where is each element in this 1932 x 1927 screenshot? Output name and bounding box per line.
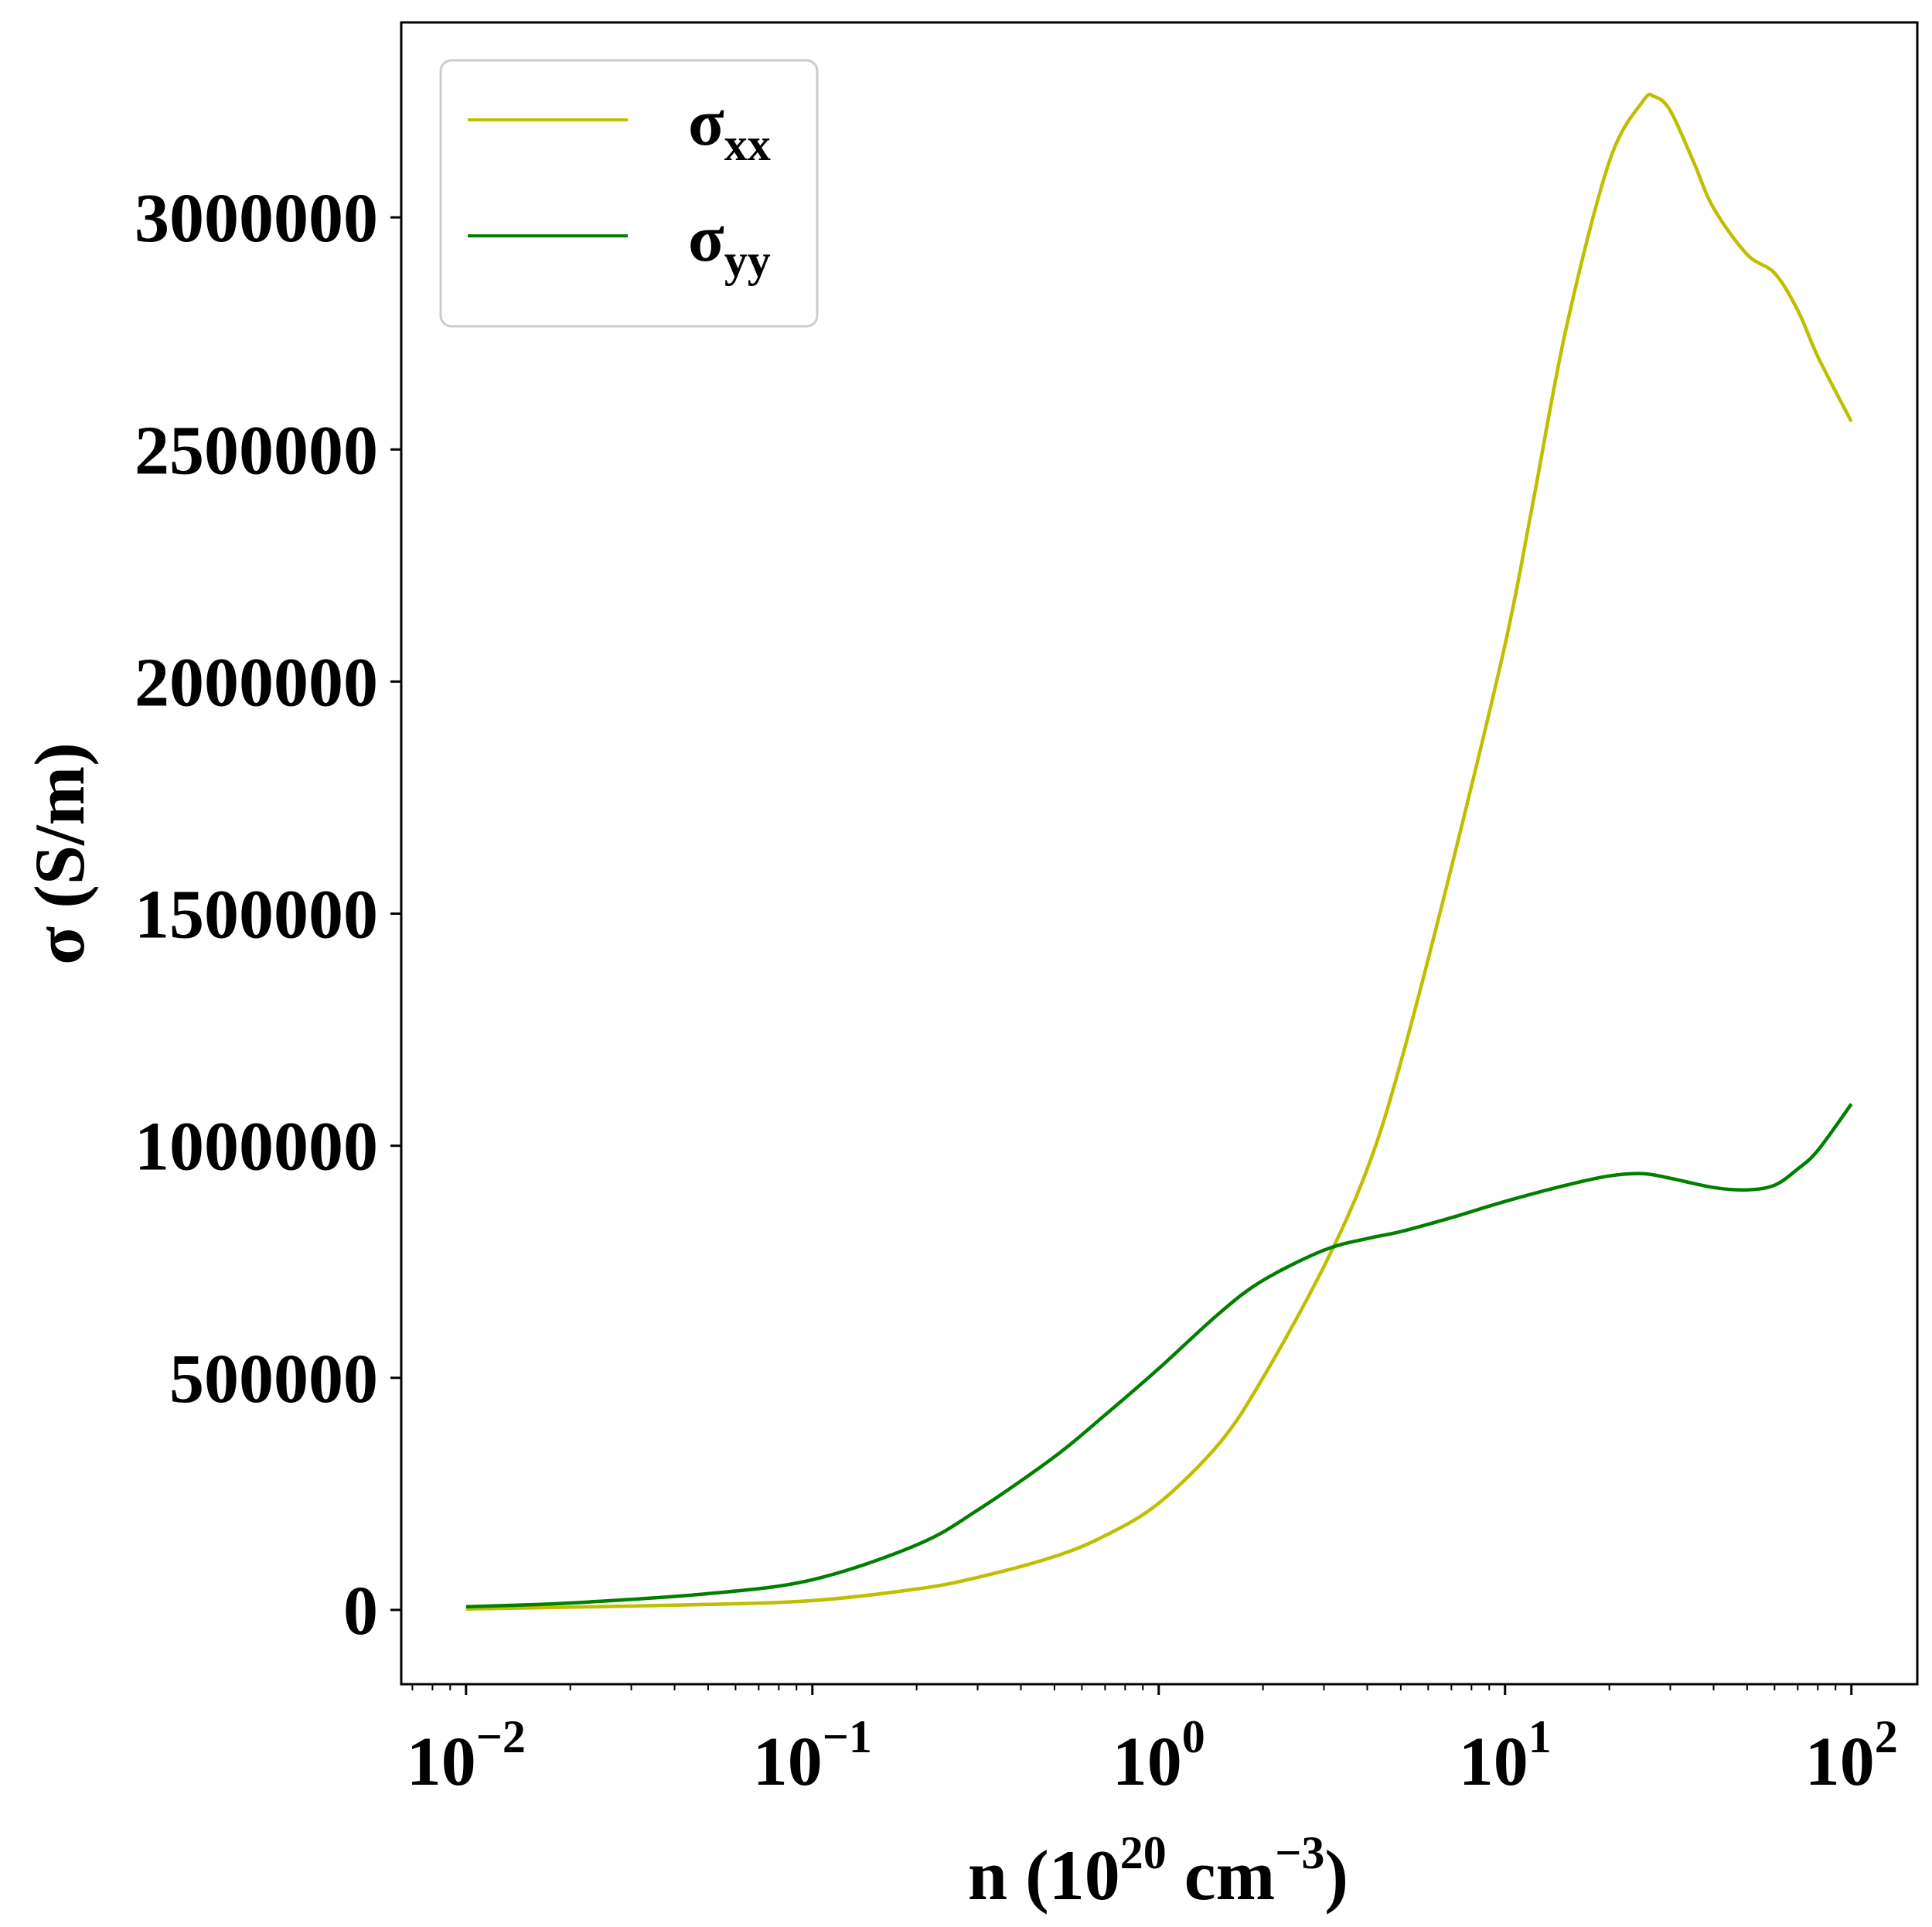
y-tick-label: 500000 xyxy=(169,1341,378,1417)
y-axis-label: σ (S/m) xyxy=(20,742,99,965)
x-tick-label: 10−1 xyxy=(753,1711,872,1800)
y-tick-label: 2500000 xyxy=(135,412,378,489)
x-axis-label-exp2: −3 xyxy=(1275,1827,1324,1878)
series-line-sigma-yy xyxy=(465,1103,1853,1609)
x-tick-label: 100 xyxy=(1113,1711,1205,1800)
legend-subscript-sigma-xx: xx xyxy=(724,119,771,170)
legend-subscript-sigma-yy: yy xyxy=(724,235,771,286)
y-tick-label: 1500000 xyxy=(135,877,378,953)
x-axis-label: n (1020 cm−3) xyxy=(968,1827,1348,1915)
y-tick-label: 0 xyxy=(343,1573,378,1649)
legend-label-sigma-yy: σyy xyxy=(688,201,771,286)
y-axis: 0 500000 1000000 1500000 2000000 2500000 30000… xyxy=(135,180,401,1649)
legend-label-sigma-xx: σxx xyxy=(688,85,771,170)
x-axis-label-mid: cm xyxy=(1167,1836,1275,1915)
legend: σxx σyy xyxy=(439,59,819,328)
series-layer xyxy=(465,92,1853,1612)
x-axis-label-exp1: 20 xyxy=(1120,1827,1167,1878)
x-tick-label: 101 xyxy=(1459,1711,1552,1800)
legend-symbol-sigma-xx: σ xyxy=(688,85,724,159)
series-line-sigma-xx xyxy=(465,92,1853,1612)
x-axis: 10−2 10−1 100 101 102 xyxy=(407,1684,1898,1800)
y-tick-label: 1000000 xyxy=(135,1109,378,1185)
legend-box xyxy=(439,59,819,328)
x-tick-label: 10−2 xyxy=(407,1711,526,1800)
x-tick-label: 102 xyxy=(1805,1711,1898,1800)
x-axis-label-base: n (10 xyxy=(968,1836,1120,1915)
y-tick-label: 3000000 xyxy=(135,180,378,257)
legend-symbol-sigma-yy: σ xyxy=(688,201,724,275)
x-axis-label-end: ) xyxy=(1324,1836,1348,1915)
y-tick-label: 2000000 xyxy=(135,644,378,721)
